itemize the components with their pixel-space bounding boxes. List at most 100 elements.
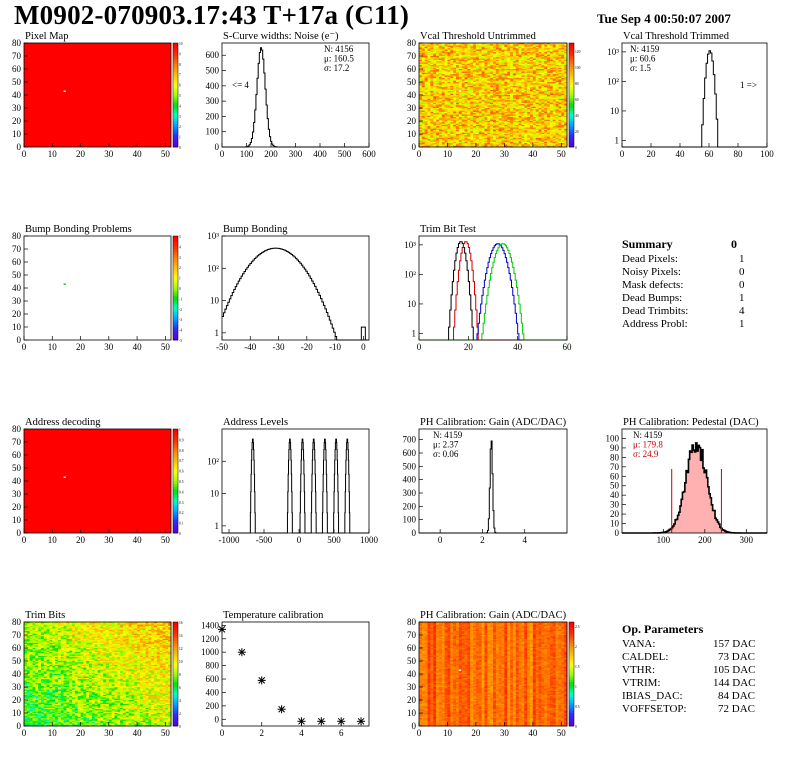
heatmap-cell [495, 104, 500, 106]
heatmap-cell [564, 96, 568, 98]
palette-label: 0.7 [179, 459, 184, 463]
heatmap-cell [467, 50, 471, 53]
heatmap-cell [461, 65, 465, 67]
heatmap-cell [458, 43, 463, 45]
heatmap-cell [521, 45, 525, 48]
heatmap-cell [552, 58, 557, 61]
heatmap-cell [512, 101, 517, 104]
heatmap-cell [561, 100, 565, 102]
heatmap-cell [552, 93, 557, 96]
heatmap-cell [430, 101, 434, 104]
heatmap-cell [515, 45, 520, 48]
heatmap-cell [527, 104, 531, 106]
heatmap-cell [518, 92, 522, 95]
heatmap-cell [478, 69, 483, 71]
heatmap-cell [538, 76, 542, 79]
heatmap-cell [538, 91, 542, 93]
heatmap-cell [478, 58, 483, 61]
y-tick-label: 10² [607, 76, 619, 86]
heatmap-cell [510, 56, 514, 58]
heatmap-cell [541, 96, 545, 98]
heatmap-cell [530, 89, 534, 92]
heatmap-cell [510, 104, 514, 106]
heatmap-cell [436, 101, 440, 104]
heatmap-cell [535, 59, 539, 62]
heatmap-cell [441, 58, 446, 61]
heatmap-cell [450, 84, 454, 87]
heatmap-cell [498, 89, 502, 92]
heatmap-cell [444, 74, 448, 76]
heatmap-cell [475, 58, 480, 61]
heatmap-cell [481, 45, 485, 48]
heatmap-cell [524, 48, 528, 50]
heatmap-cell [441, 75, 446, 78]
heatmap-cell [541, 95, 545, 97]
palette-step [173, 290, 178, 294]
heatmap-cell [487, 84, 491, 87]
heatmap-cell [547, 79, 551, 82]
heatmap-cell [433, 79, 437, 82]
heatmap-cell [458, 87, 463, 89]
heatmap-cell [555, 59, 559, 62]
heatmap-cell [564, 44, 568, 46]
heatmap-cell [464, 92, 468, 95]
heatmap-cell [458, 80, 463, 83]
heatmap-cell [470, 91, 474, 93]
heatmap-cell [470, 102, 474, 105]
palette-step [173, 89, 178, 93]
heatmap-cell [512, 48, 517, 50]
heatmap-cell [475, 57, 480, 59]
heatmap-cell [427, 48, 431, 50]
heatmap-cell [484, 91, 488, 93]
palette-step [173, 314, 178, 317]
heatmap-cell [427, 92, 431, 95]
heatmap-cell [436, 59, 440, 62]
heatmap-cell [456, 83, 460, 85]
heatmap-cell [507, 58, 511, 61]
heatmap-cell [430, 106, 434, 109]
heatmap-cell [478, 44, 483, 46]
heatmap-cell [544, 83, 548, 85]
heatmap-cell [538, 45, 542, 48]
heatmap-cell [521, 93, 525, 96]
heatmap-cell [473, 70, 477, 72]
heatmap-cell [524, 95, 528, 97]
heatmap-cell [478, 91, 483, 93]
heatmap-cell [484, 71, 488, 74]
heatmap-cell [487, 79, 491, 82]
heatmap-cell [430, 58, 434, 61]
heatmap-cell [436, 67, 440, 70]
palette-step [173, 134, 178, 137]
heatmap-cell [530, 59, 534, 62]
palette-step [173, 236, 178, 239]
heatmap-cell [473, 45, 477, 48]
chart-title: Pixel Map [25, 31, 68, 42]
heatmap-cell [453, 57, 457, 59]
heatmap-cell [470, 84, 474, 87]
heatmap-cell [427, 101, 431, 104]
heatmap-cell [558, 52, 562, 54]
heatmap-cell [521, 54, 525, 57]
heatmap-cell [498, 105, 502, 108]
heatmap-cell [515, 88, 520, 91]
heatmap-cell [444, 97, 448, 100]
heatmap-cell [478, 89, 483, 92]
heatmap-cell [475, 97, 480, 100]
heatmap-cell [504, 69, 508, 71]
heatmap-cell [461, 95, 465, 97]
stats-sigma: σ: 0.06 [433, 449, 459, 459]
heatmap-cell [549, 59, 554, 62]
chart-ph-pedestal: PH Calibration: Pedestal (DAC)100 200 3000… [606, 417, 768, 545]
heatmap-cell [481, 104, 485, 106]
heatmap-cell [552, 46, 557, 49]
heatmap-cell [547, 78, 551, 80]
y-tick-label: 40 [12, 90, 22, 100]
heatmap-cell [438, 87, 443, 89]
heatmap-cell [467, 100, 471, 102]
heatmap-cell [504, 63, 508, 66]
heatmap-cell [419, 54, 423, 57]
x-tick-label: 40 [676, 149, 686, 159]
heatmap-cell [487, 72, 491, 75]
heatmap-cell [498, 82, 502, 84]
heatmap-cell [467, 78, 471, 80]
